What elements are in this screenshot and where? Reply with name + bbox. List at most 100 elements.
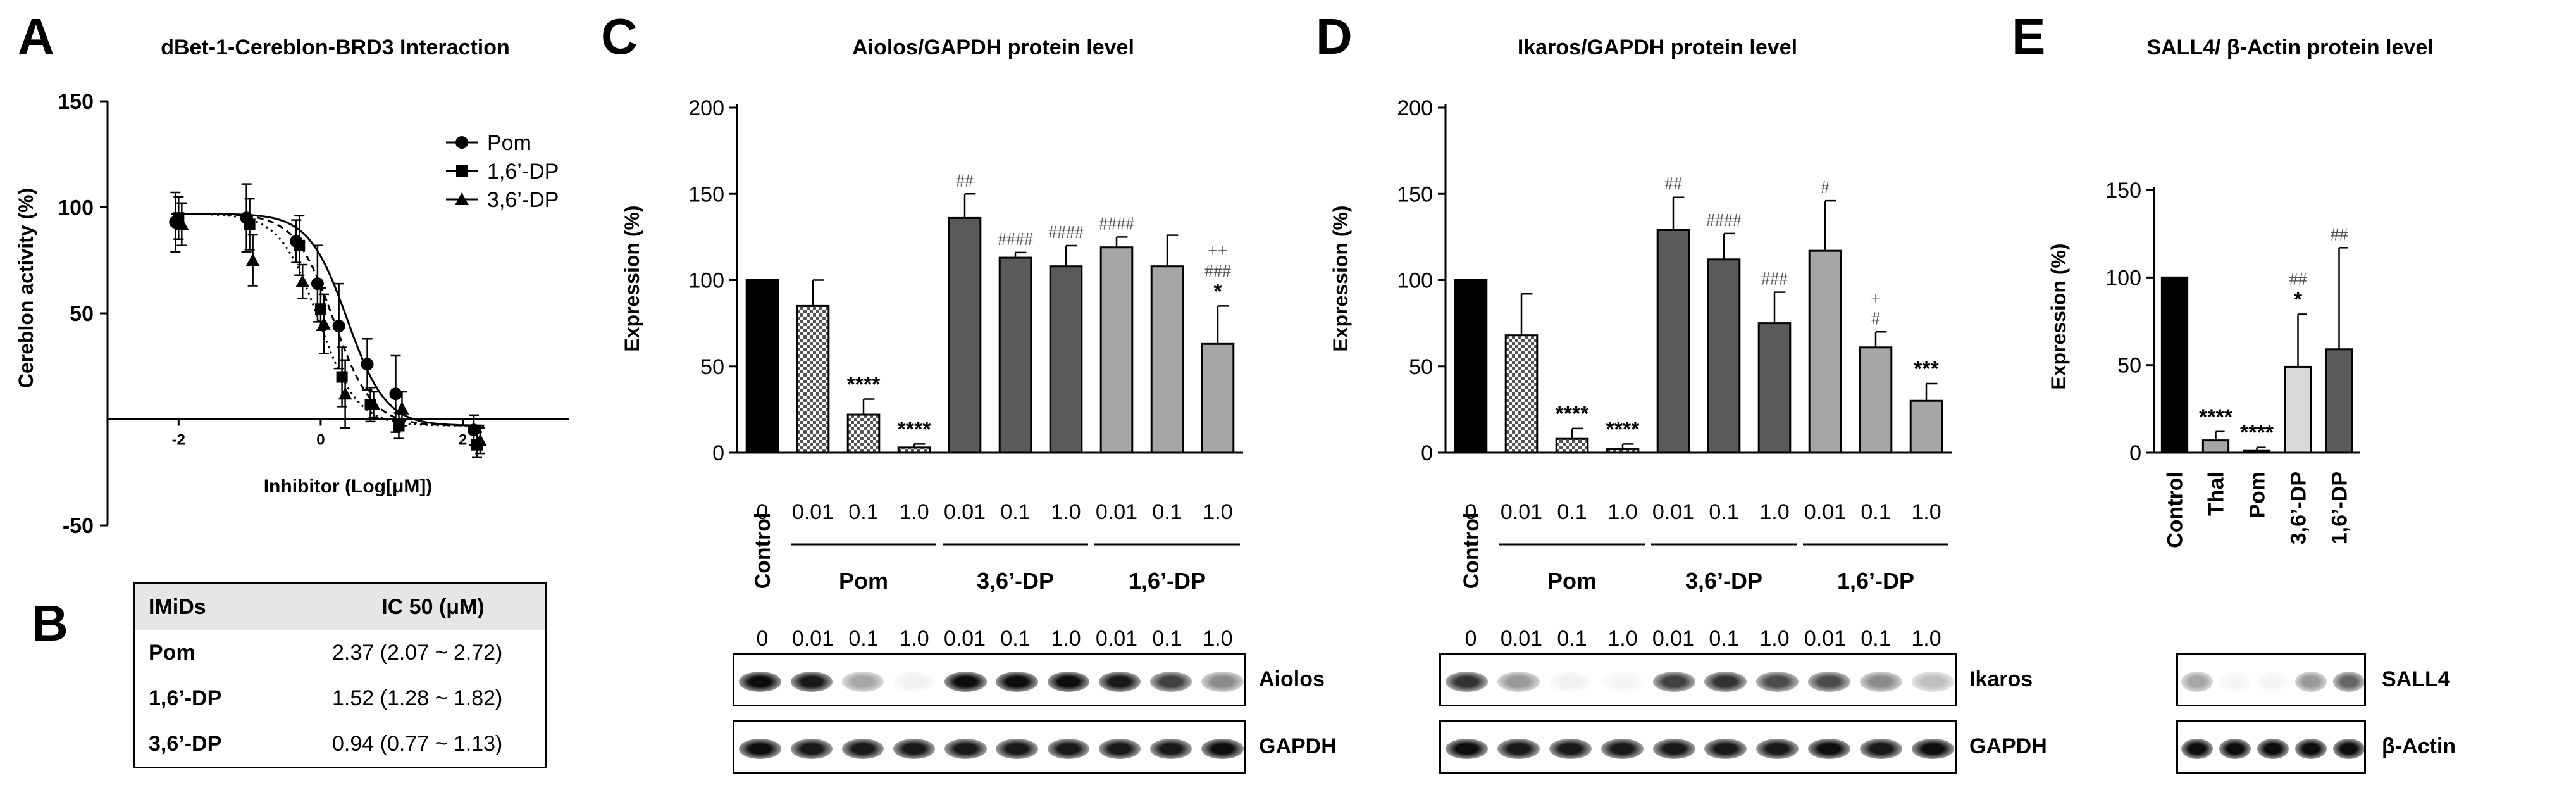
- chart-a-point: [366, 398, 381, 411]
- chartC-annotation: ++: [1208, 241, 1228, 261]
- blot-panel: [733, 653, 1246, 706]
- blot-band: [1859, 672, 1902, 692]
- blot-band: [1446, 739, 1489, 759]
- chartD-ytick-label: 150: [1397, 182, 1433, 206]
- blot-band: [2181, 672, 2213, 692]
- blot-band: [1704, 672, 1747, 692]
- chart-a-ytick-label: 100: [58, 196, 94, 220]
- chartC-blot-dose-label: 0.01: [792, 627, 834, 651]
- chart-e-sall4-bars: SALL4/ β-Actin protein level Expression …: [2047, 35, 2434, 548]
- chart-a-ylabel: Cereblon activity (%): [15, 188, 37, 389]
- chartD-blot-dose-label: 0.1: [1861, 627, 1890, 651]
- chartD-ytick-label: 0: [1421, 441, 1433, 465]
- blot-band: [1756, 739, 1799, 759]
- chartC-blot-dose-label: 0.1: [1000, 627, 1030, 651]
- ic50-table: IMiDs IC 50 (μM) Pom 2.37 (2.07 ~ 2.72) …: [133, 582, 547, 768]
- chartD-annotation: ###: [1761, 270, 1788, 289]
- chartD-dose-label: 0.1: [1709, 500, 1738, 524]
- blot-band: [2295, 739, 2327, 759]
- blot-band: [1497, 739, 1540, 759]
- table-row: 1,6’-DP 1.52 (1.28 ~ 1.82): [134, 675, 547, 721]
- chartC-dose-label: 0.1: [1000, 500, 1030, 524]
- chartD-blot-dose-label: 0.1: [1709, 627, 1738, 651]
- chartE-bar: [2325, 348, 2353, 454]
- blot-row-label: β-Actin: [2382, 734, 2456, 758]
- chartD-blot-dose-label: 1.0: [1759, 627, 1789, 651]
- chart-a-fit-curve: [171, 213, 485, 427]
- chart-a-legend-label: 3,6’-DP: [487, 188, 559, 212]
- chartC-blot-dose-label: 0.01: [944, 627, 986, 651]
- chartD-bar: [1606, 448, 1640, 454]
- chart-e-category-label: Thal: [2205, 472, 2229, 516]
- chartD-blot-dose-label: 0.1: [1557, 627, 1587, 651]
- chart-a-fit-curve: [171, 213, 485, 427]
- panel-letter-e: E: [2012, 8, 2045, 65]
- table-cell-name: 3,6’-DP: [149, 731, 222, 756]
- chartC-group-label: Pom: [839, 568, 888, 594]
- blot-panel: [733, 720, 1246, 774]
- chart-d-ylabel: Expression (%): [1329, 205, 1352, 351]
- blot-band: [2257, 739, 2289, 759]
- panel-letter-b: B: [32, 595, 68, 651]
- chartC-dose-label: 0.01: [944, 500, 986, 524]
- chartC-ytick-label: 100: [688, 269, 724, 293]
- chart-a-xlabel: Inhibitor (Log[μM]): [264, 476, 433, 497]
- blot-band: [2219, 672, 2251, 692]
- chartD-blot-dose-label: 1.0: [1911, 627, 1941, 651]
- blot-band: [1201, 672, 1244, 692]
- chartD-dose-label: 0.01: [1501, 500, 1542, 524]
- chart-a-legend-marker: [456, 165, 468, 177]
- chart-a-xtick-label: 0: [316, 432, 325, 449]
- chart-e-category-label: Control: [2164, 472, 2188, 548]
- blot-band: [1652, 739, 1695, 759]
- blot-band: [1911, 739, 1954, 759]
- blot-band: [1601, 672, 1644, 692]
- chart-a-point: [395, 401, 409, 415]
- chartE-annotation: ****: [2199, 405, 2233, 429]
- chartC-group-label: 3,6’-DP: [977, 568, 1054, 594]
- chartD-annotation: ****: [1606, 417, 1640, 441]
- chartD-bar: [1454, 279, 1488, 454]
- chartE-bar: [2201, 439, 2230, 454]
- blot-band: [790, 739, 833, 759]
- chartC-blot-dose-label: 0.01: [1096, 627, 1137, 651]
- chartD-group-label: 1,6’-DP: [1837, 568, 1914, 594]
- blot-band: [1047, 739, 1090, 759]
- chartD-annotation: +: [1871, 289, 1881, 308]
- chartD-bar: [1757, 322, 1792, 454]
- blot-band: [2333, 672, 2364, 692]
- chartE-annotation: ****: [2240, 421, 2274, 445]
- chart-a-legend-label: 1,6’-DP: [487, 160, 559, 184]
- blot-panel: [1439, 720, 1957, 774]
- chart-a-dose-response: dBet-1-Cereblon-BRD3 Interaction Cereblo…: [15, 35, 569, 538]
- chartD-dose-label: 0.1: [1557, 500, 1587, 524]
- chartE-ytick-label: 150: [2105, 179, 2141, 203]
- table-header-row: IMiDs IC 50 (μM): [133, 583, 547, 630]
- chartD-bar: [1859, 346, 1893, 454]
- blot-band: [944, 672, 987, 692]
- blot-band: [790, 672, 833, 692]
- chartC-bar: [846, 413, 881, 454]
- blot-band: [1497, 672, 1540, 692]
- blot-band: [996, 672, 1038, 692]
- blot-panel: [2176, 720, 2366, 774]
- table-cell-value: 1.52 (1.28 ~ 1.82): [332, 686, 503, 710]
- blot-row-label: GAPDH: [1259, 734, 1337, 758]
- chart-a-xtick-label: 2: [459, 432, 467, 449]
- chartC-annotation: ****: [898, 417, 932, 441]
- chartC-dose-label: 1.0: [1203, 500, 1232, 524]
- chart-a-title: dBet-1-Cereblon-BRD3 Interaction: [161, 35, 510, 60]
- chartD-annotation: ****: [1556, 402, 1590, 426]
- chartE-ytick-label: 0: [2129, 441, 2141, 465]
- chartD-dose-label: 1.0: [1759, 500, 1789, 524]
- chartC-blot-dose-label: 0: [757, 627, 769, 651]
- chartD-bar: [1504, 334, 1539, 454]
- panel-letter-a: A: [18, 8, 54, 65]
- blot-band: [2295, 672, 2327, 692]
- blot-band: [2219, 739, 2251, 759]
- blot-band: [739, 739, 781, 759]
- chartC-bar: [1150, 265, 1184, 454]
- blot-band: [1098, 739, 1141, 759]
- chartE-bar: [2243, 449, 2271, 454]
